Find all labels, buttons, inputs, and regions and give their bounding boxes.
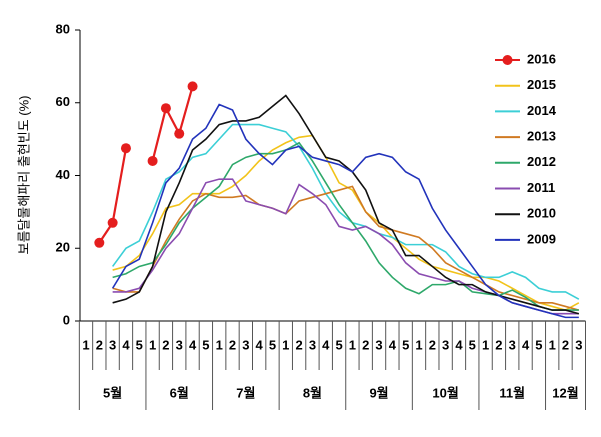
- x-tick-label: 1: [349, 337, 356, 352]
- data-point: [107, 217, 118, 228]
- x-tick-label: 3: [109, 337, 116, 352]
- x-tick-label: 5: [202, 337, 209, 352]
- month-label: 11월: [499, 385, 525, 400]
- x-tick-label: 3: [176, 337, 183, 352]
- x-tick-label: 3: [375, 337, 382, 352]
- x-tick-label: 4: [256, 337, 264, 352]
- legend-label: 2013: [527, 129, 556, 144]
- legend-label: 2015: [527, 77, 556, 92]
- x-tick-label: 3: [509, 337, 516, 352]
- y-tick-label: 0: [63, 312, 70, 327]
- x-tick-label: 5: [335, 337, 342, 352]
- x-tick-label: 4: [389, 337, 397, 352]
- data-point: [147, 155, 158, 166]
- series-line: [112, 134, 580, 311]
- data-point: [187, 81, 198, 92]
- x-tick-label: 1: [216, 337, 223, 352]
- x-tick-label: 5: [402, 337, 409, 352]
- x-tick-label: 2: [162, 337, 169, 352]
- x-tick-label: 2: [562, 337, 569, 352]
- legend-marker: [502, 55, 513, 65]
- y-tick-label: 80: [56, 21, 70, 36]
- x-tick-label: 2: [495, 337, 502, 352]
- series-line: [112, 94, 580, 315]
- legend-label: 2014: [527, 103, 557, 118]
- x-tick-label: 4: [522, 337, 530, 352]
- x-tick-label: 3: [575, 337, 582, 352]
- series-line: [111, 103, 579, 319]
- legend-label: 2011: [527, 180, 555, 195]
- month-label: 5월: [103, 385, 122, 400]
- x-tick-label: 4: [455, 337, 463, 352]
- x-tick-label: 2: [229, 337, 236, 352]
- legend-label: 2010: [527, 206, 556, 221]
- series-line: [112, 178, 579, 315]
- x-tick-label: 4: [322, 337, 330, 352]
- x-tick-label: 5: [269, 337, 276, 352]
- data-point: [94, 237, 105, 248]
- x-tick-label: 2: [362, 337, 369, 352]
- x-tick-label: 4: [122, 337, 130, 352]
- month-label: 12월: [552, 385, 578, 400]
- x-tick-label: 4: [189, 337, 197, 352]
- x-tick-label: 3: [309, 337, 316, 352]
- x-tick-label: 2: [429, 337, 436, 352]
- x-tick-label: 5: [469, 337, 476, 352]
- x-tick-label: 3: [442, 337, 449, 352]
- series-line: [111, 123, 580, 300]
- x-tick-label: 3: [242, 337, 249, 352]
- series-line: [112, 185, 580, 311]
- x-tick-label: 1: [482, 337, 489, 352]
- x-tick-label: 5: [535, 337, 542, 352]
- legend-label: 2012: [527, 154, 556, 169]
- x-tick-label: 1: [549, 337, 556, 352]
- x-tick-label: 1: [82, 337, 89, 352]
- x-tick-label: 2: [96, 337, 103, 352]
- x-tick-label: 1: [149, 337, 156, 352]
- month-label: 8월: [303, 385, 322, 400]
- x-tick-label: 1: [282, 337, 289, 352]
- y-tick-label: 20: [56, 240, 70, 255]
- month-label: 10월: [432, 385, 458, 400]
- y-tick-label: 40: [56, 167, 70, 182]
- data-point: [120, 143, 131, 154]
- month-label: 6월: [170, 385, 189, 400]
- series-line: [112, 141, 579, 311]
- x-tick-label: 1: [415, 337, 422, 352]
- month-label: 7월: [236, 385, 255, 400]
- data-point: [174, 128, 185, 139]
- x-tick-label: 2: [296, 337, 303, 352]
- data-point: [160, 103, 171, 114]
- month-label: 9월: [369, 385, 388, 400]
- y-axis-title: 보름달물해파리 출현빈도 (%): [16, 95, 31, 254]
- legend-label: 2016: [527, 51, 556, 66]
- x-tick-label: 5: [136, 337, 143, 352]
- y-tick-label: 60: [56, 94, 70, 109]
- legend-label: 2009: [527, 231, 556, 246]
